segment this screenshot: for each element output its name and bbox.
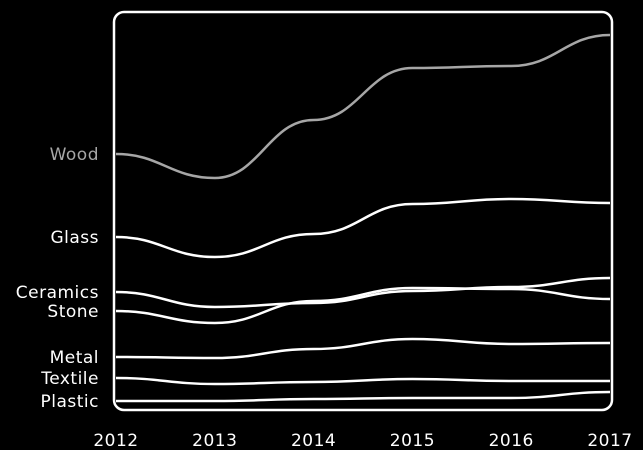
series-line-textile bbox=[115, 376, 610, 386]
plot-frame bbox=[112, 10, 614, 412]
series-line-wood bbox=[115, 33, 611, 180]
series-label-ceramics: Ceramics bbox=[16, 283, 99, 303]
series-label-wood: Wood bbox=[50, 145, 99, 165]
series-label-metal: Metal bbox=[50, 348, 99, 368]
x-tick-label-2017: 2017 bbox=[587, 431, 632, 450]
series-layer bbox=[115, 33, 611, 403]
x-axis-ticks: 2012 2013 2014 2015 2016 2017 bbox=[93, 431, 632, 450]
series-line-stone bbox=[115, 286, 611, 325]
series-label-glass: Glass bbox=[50, 228, 99, 248]
series-label-textile: Textile bbox=[40, 369, 99, 389]
x-tick-label-2013: 2013 bbox=[192, 431, 237, 450]
series-label-plastic: Plastic bbox=[41, 392, 99, 412]
series-line-metal bbox=[115, 337, 611, 360]
series-label-stone: Stone bbox=[47, 302, 99, 322]
x-tick-label-2012: 2012 bbox=[93, 431, 138, 450]
x-tick-label-2014: 2014 bbox=[291, 431, 336, 450]
x-tick-label-2015: 2015 bbox=[390, 431, 435, 450]
series-line-plastic bbox=[116, 390, 611, 403]
series-line-ceramics bbox=[115, 276, 611, 309]
series-line-glass bbox=[115, 197, 611, 259]
x-tick-label-2016: 2016 bbox=[489, 431, 534, 450]
